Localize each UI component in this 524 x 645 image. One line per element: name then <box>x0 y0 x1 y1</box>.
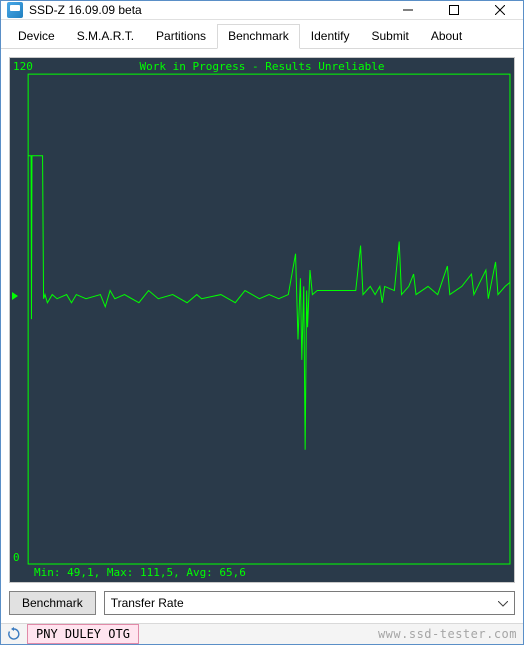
chevron-down-icon <box>498 596 508 610</box>
avg-marker-icon <box>12 292 18 300</box>
content-area: Work in Progress - Results Unreliable 12… <box>1 49 523 623</box>
benchmark-chart: Work in Progress - Results Unreliable 12… <box>9 57 515 583</box>
tab-submit[interactable]: Submit <box>360 24 419 49</box>
tab-bar: Device S.M.A.R.T. Partitions Benchmark I… <box>1 20 523 49</box>
titlebar: SSD-Z 16.09.09 beta <box>1 1 523 20</box>
refresh-icon[interactable] <box>7 627 21 641</box>
tab-benchmark[interactable]: Benchmark <box>217 24 300 49</box>
chart-canvas <box>10 58 514 582</box>
app-window: SSD-Z 16.09.09 beta Device S.M.A.R.T. Pa… <box>0 0 524 645</box>
status-bar: PNY DULEY OTG www.ssd-tester.com <box>1 623 523 644</box>
minimize-button[interactable] <box>385 1 431 19</box>
chart-title: Work in Progress - Results Unreliable <box>10 60 514 73</box>
window-title: SSD-Z 16.09.09 beta <box>29 3 385 17</box>
app-icon <box>7 2 23 18</box>
device-name: PNY DULEY OTG <box>27 624 139 644</box>
window-controls <box>385 1 523 19</box>
maximize-button[interactable] <box>431 1 477 19</box>
close-button[interactable] <box>477 1 523 19</box>
metric-dropdown[interactable]: Transfer Rate <box>104 591 515 615</box>
tab-identify[interactable]: Identify <box>300 24 361 49</box>
dropdown-selected: Transfer Rate <box>111 596 184 610</box>
bottom-controls: Benchmark Transfer Rate <box>9 591 515 615</box>
tab-device[interactable]: Device <box>7 24 66 49</box>
y-axis-min: 0 <box>13 551 20 564</box>
tab-about[interactable]: About <box>420 24 473 49</box>
tab-smart[interactable]: S.M.A.R.T. <box>66 24 145 49</box>
chart-stats: Min: 49,1, Max: 111,5, Avg: 65,6 <box>34 566 246 579</box>
watermark: www.ssd-tester.com <box>378 627 517 641</box>
benchmark-button[interactable]: Benchmark <box>9 591 96 615</box>
tab-partitions[interactable]: Partitions <box>145 24 217 49</box>
y-axis-max: 120 <box>13 60 33 73</box>
